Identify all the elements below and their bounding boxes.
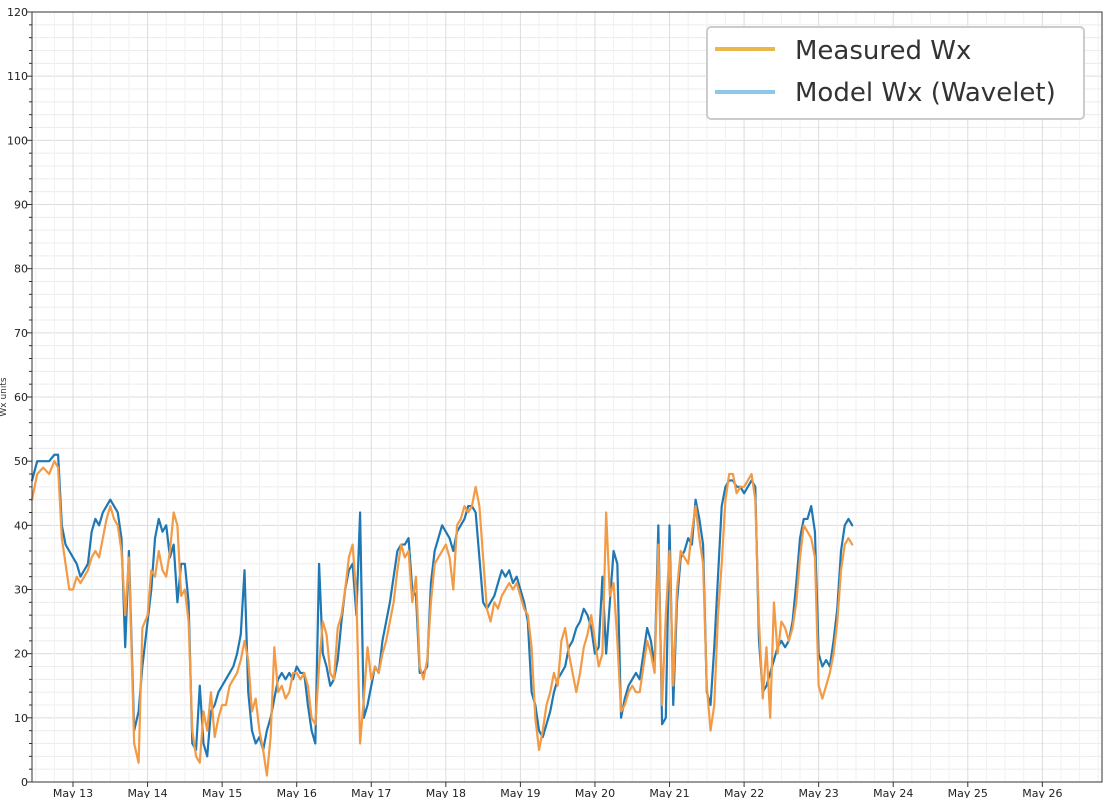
y-axis-title: Wx units — [0, 377, 9, 417]
grid — [32, 11, 1102, 783]
y-tick-label: 120 — [7, 6, 28, 19]
y-tick-label: 30 — [14, 584, 28, 597]
y-tick-label: 90 — [14, 199, 28, 212]
legend-label-model: Model Wx (Wavelet) — [795, 78, 1056, 108]
x-tick-label: May 23 — [799, 787, 839, 798]
x-tick-label: May 24 — [873, 787, 913, 798]
x-tick-label: May 17 — [351, 787, 391, 798]
legend: Measured Wx Model Wx (Wavelet) — [706, 26, 1085, 120]
y-tick-label: 60 — [14, 391, 28, 404]
x-tick-label: May 16 — [277, 787, 317, 798]
y-axis: 0 10 20 30 40 50 60 70 80 90 100 110 120 — [7, 6, 32, 789]
y-tick-label: 40 — [14, 519, 28, 532]
x-tick-label: May 13 — [53, 787, 93, 798]
series-line-measured — [30, 460, 854, 777]
x-tick-label: May 22 — [724, 787, 764, 798]
x-tick-label: May 19 — [500, 787, 540, 798]
x-axis: May 13 May 14 May 15 May 16 May 17 May 18 May … — [53, 782, 1062, 798]
x-tick-label: May 20 — [575, 787, 615, 798]
y-tick-label: 10 — [14, 712, 28, 725]
x-tick-label: May 14 — [127, 787, 167, 798]
series-group — [30, 453, 854, 777]
x-tick-label: May 18 — [426, 787, 466, 798]
y-tick-label: 80 — [14, 263, 28, 276]
y-tick-label: 70 — [14, 327, 28, 340]
x-tick-label: May 25 — [948, 787, 988, 798]
y-tick-label: 0 — [21, 776, 28, 789]
series-line-model — [30, 453, 854, 758]
x-tick-label: May 26 — [1022, 787, 1062, 798]
x-tick-label: May 21 — [649, 787, 689, 798]
legend-box — [706, 26, 1085, 120]
y-tick-label: 110 — [7, 70, 28, 83]
legend-label-measured: Measured Wx — [795, 36, 971, 66]
y-tick-label: 100 — [7, 134, 28, 147]
x-tick-label: May 15 — [202, 787, 242, 798]
y-tick-label: 50 — [14, 455, 28, 468]
y-tick-label: 20 — [14, 648, 28, 661]
